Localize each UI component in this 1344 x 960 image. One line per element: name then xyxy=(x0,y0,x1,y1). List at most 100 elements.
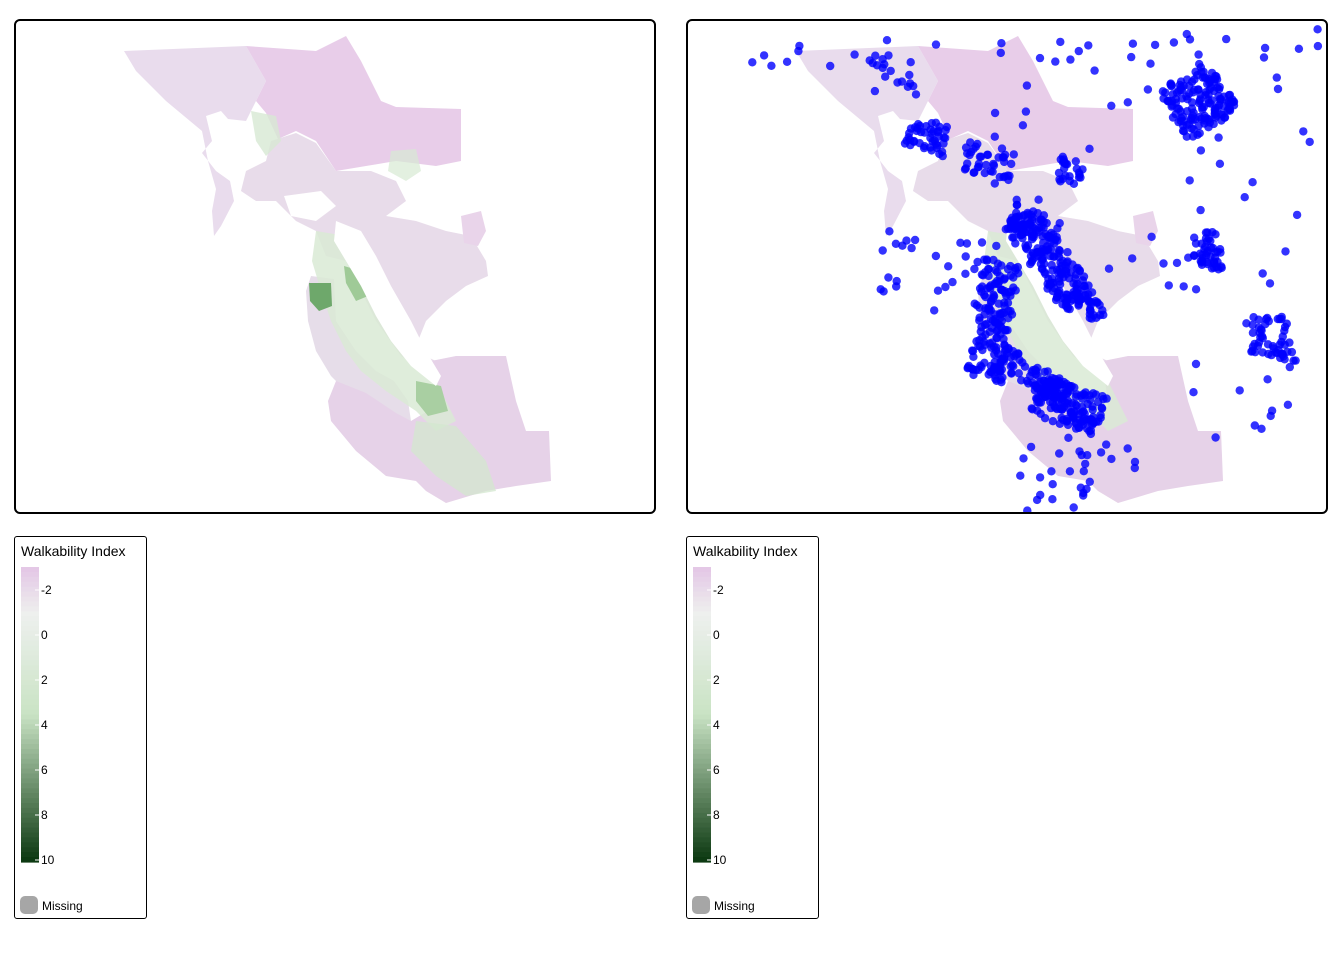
point-marker xyxy=(1190,75,1199,84)
colorbar-segment xyxy=(21,704,39,711)
point-marker xyxy=(1189,388,1198,397)
point-marker xyxy=(1123,98,1132,107)
point-marker xyxy=(1294,44,1304,53)
point-marker xyxy=(906,58,915,67)
point-marker xyxy=(1013,262,1022,272)
point-marker xyxy=(1095,300,1104,310)
point-marker xyxy=(970,299,979,308)
colorbar-tick-label: 0 xyxy=(713,628,720,642)
point-marker xyxy=(1207,68,1217,78)
point-marker xyxy=(1263,375,1272,384)
colorbar-segment xyxy=(21,635,39,642)
point-marker xyxy=(931,139,941,148)
point-marker xyxy=(1065,467,1075,476)
point-marker xyxy=(1021,107,1031,116)
colorbar-tick-label: 8 xyxy=(41,808,48,822)
point-marker xyxy=(900,139,910,148)
point-marker xyxy=(1196,146,1206,155)
colorbar-segment xyxy=(693,596,711,603)
point-marker xyxy=(1071,274,1080,283)
map-panel-left[interactable] xyxy=(14,19,656,514)
colorbar-tick-label: 2 xyxy=(713,673,720,687)
point-marker xyxy=(989,294,998,303)
colorbar-segment xyxy=(21,591,39,598)
point-marker xyxy=(1220,113,1230,122)
point-marker xyxy=(1063,248,1072,257)
colorbar-segment xyxy=(21,857,39,863)
point-marker xyxy=(962,239,972,248)
point-marker xyxy=(1169,38,1179,47)
point-marker xyxy=(879,287,888,296)
point-marker xyxy=(989,342,999,351)
point-marker xyxy=(1007,310,1017,319)
point-marker xyxy=(1033,383,1042,393)
colorbar-segment xyxy=(21,645,39,652)
point-marker xyxy=(1206,236,1215,246)
point-marker xyxy=(1090,66,1099,75)
point-marker xyxy=(997,365,1006,374)
colorbar-segment xyxy=(21,650,39,657)
point-marker xyxy=(944,262,953,271)
point-marker xyxy=(1019,211,1029,220)
point-marker xyxy=(1087,288,1097,297)
point-marker xyxy=(1074,168,1084,177)
point-marker xyxy=(1194,50,1203,59)
point-marker xyxy=(942,122,951,132)
point-marker xyxy=(886,66,895,76)
point-marker xyxy=(1211,433,1220,442)
colorbar-tick-label: 10 xyxy=(41,853,55,867)
colorbar-segment xyxy=(693,576,711,583)
point-marker xyxy=(1158,87,1168,96)
point-marker xyxy=(1212,111,1221,121)
bay-area-region xyxy=(124,36,551,503)
point-marker xyxy=(1079,416,1088,426)
point-marker xyxy=(1075,447,1084,456)
point-marker xyxy=(1224,104,1233,114)
point-marker xyxy=(1098,392,1107,401)
colorbar-segment xyxy=(21,571,39,578)
point-marker xyxy=(1026,218,1035,227)
colorbar-segment xyxy=(21,694,39,701)
colorbar-segment xyxy=(693,665,711,671)
point-marker xyxy=(990,108,1000,118)
point-marker xyxy=(1019,454,1028,463)
sf-dense-green xyxy=(309,283,332,311)
colorbar-segment xyxy=(693,709,711,716)
point-marker xyxy=(1254,315,1263,324)
point-marker xyxy=(1074,46,1083,56)
colorbar-tick-label: 6 xyxy=(713,763,720,777)
colorbar-segment xyxy=(21,655,39,662)
point-marker xyxy=(1048,417,1058,426)
point-marker xyxy=(1179,282,1188,291)
point-marker xyxy=(956,238,965,247)
point-marker xyxy=(1035,53,1045,63)
map-panel-right[interactable] xyxy=(686,19,1328,514)
point-marker xyxy=(1107,101,1116,111)
colorbar-segment xyxy=(21,793,39,799)
point-marker xyxy=(870,86,880,96)
point-marker xyxy=(1214,133,1223,142)
colorbar-segment xyxy=(21,822,39,829)
point-marker xyxy=(1056,37,1065,47)
colorbar-segment xyxy=(21,812,39,819)
colorbar-segment xyxy=(693,567,711,573)
point-marker xyxy=(909,136,919,146)
point-marker xyxy=(1023,506,1032,512)
colorbar-segment xyxy=(21,660,39,666)
point-marker xyxy=(1055,219,1064,228)
point-marker xyxy=(1007,369,1016,378)
point-marker xyxy=(905,70,914,80)
point-marker xyxy=(1037,255,1047,265)
colorbar-segment xyxy=(693,852,711,858)
point-marker xyxy=(1000,150,1010,159)
colorbar-segment xyxy=(21,665,39,671)
point-marker xyxy=(961,269,970,278)
point-marker xyxy=(990,132,999,141)
point-marker xyxy=(1209,263,1219,272)
point-marker xyxy=(868,58,877,68)
point-marker xyxy=(927,129,937,138)
colorbar-segment xyxy=(693,680,711,686)
point-marker xyxy=(1050,393,1060,403)
point-marker xyxy=(980,320,990,330)
point-marker xyxy=(1012,195,1021,204)
